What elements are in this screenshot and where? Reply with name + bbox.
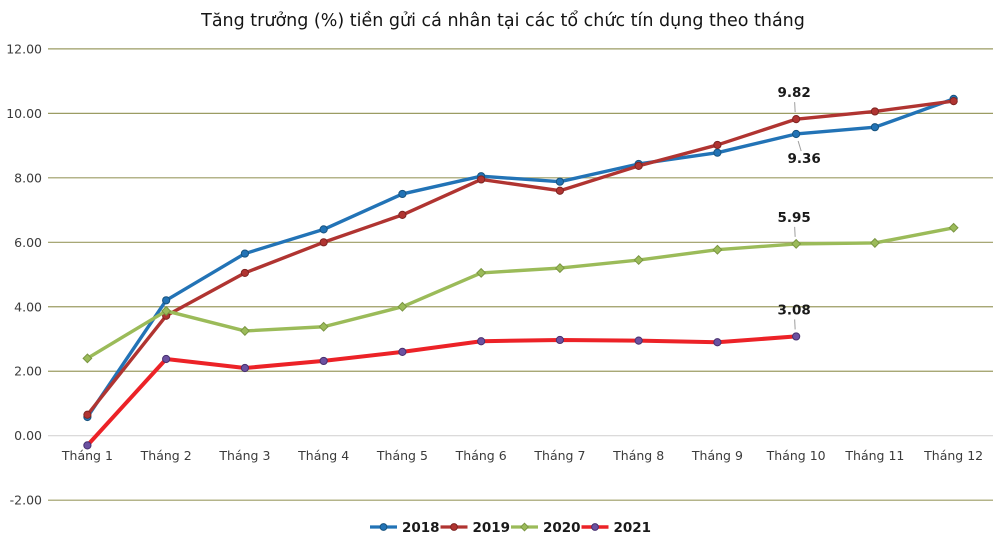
data-point-2020 [82,353,93,364]
legend-item-2019: 2019 [440,520,511,536]
data-point-2019 [398,210,407,219]
y-axis-tick-label: 12.00 [6,41,42,56]
data-point-2019 [83,410,92,419]
legend-item-2021: 2021 [581,520,652,536]
data-point-2020 [239,325,250,336]
series-2021 [83,332,801,450]
y-axis-tick-label: 4.00 [14,299,42,314]
data-point-2020 [397,301,408,312]
data-point-2021 [634,336,643,345]
x-axis-tick-label: Tháng 11 [844,448,904,463]
data-point-2019 [240,268,249,278]
data-point-2018 [319,225,328,234]
data-label-2018: 9.36 [787,151,820,167]
data-label-2020: 5.95 [777,210,810,226]
data-point-2018 [555,177,565,186]
data-point-2020 [791,238,802,249]
series-line-2021 [85,334,799,448]
data-point-2020 [633,255,644,266]
x-axis-tick-label: Tháng 2 [140,448,192,463]
data-point-2020 [948,222,959,233]
legend-item-2018: 2018 [370,520,440,536]
data-point-2018 [792,129,801,139]
data-point-2018 [713,148,722,157]
series-2019 [83,97,958,419]
data-point-2020 [712,244,723,255]
data-point-2021 [398,347,407,356]
data-label-2021: 3.08 [777,302,810,318]
series-lines [82,94,959,450]
data-label-leader [797,140,802,152]
chart-title: Tăng trưởng (%) tiền gửi cá nhân tại các… [200,10,805,31]
data-point-2019 [713,140,722,150]
data-point-2021 [555,335,565,345]
series-2018 [83,94,958,422]
data-label-leader [794,102,796,113]
data-label-leader [794,226,796,237]
y-axis-tick-label: 6.00 [14,235,42,250]
x-axis-tick-label: Tháng 8 [612,448,664,463]
legend-label-2020: 2020 [543,520,581,536]
data-point-2021 [162,354,171,364]
x-axis-tick-label: Tháng 9 [691,448,743,463]
series-line-2019 [85,99,956,417]
data-point-2021 [83,441,92,450]
x-axis-tick-label: Tháng 12 [923,448,983,463]
legend-swatch-marker [519,522,530,532]
gridlines [48,48,993,501]
y-axis-tick-label: 10.00 [6,106,42,121]
data-point-2020 [318,321,329,332]
data-point-2020 [476,267,487,278]
legend-swatch-marker [591,523,599,531]
data-point-2021 [713,338,722,347]
data-point-2019 [319,238,328,247]
data-labels: 9.82 9.36 5.95 3.08 [777,85,821,330]
data-point-2021 [792,332,801,341]
data-point-2018 [870,123,880,132]
legend-item-2020: 2020 [511,520,581,536]
data-point-2021 [240,363,249,373]
data-point-2020 [161,305,172,316]
data-point-2019 [555,186,565,195]
data-point-2020 [554,263,565,274]
data-point-2019 [477,175,486,184]
data-point-2021 [319,356,328,366]
legend-swatch-marker [379,523,388,531]
y-axis-tick-label: 0.00 [14,428,42,443]
x-axis-tick-label: Tháng 3 [218,448,270,463]
y-axis-tick-label: 8.00 [14,170,42,185]
x-axis-tick-label: Tháng 7 [533,448,585,463]
legend-label-2019: 2019 [473,520,511,536]
x-axis-tick-label: Tháng 4 [297,448,349,463]
data-point-2019 [634,161,643,170]
y-axis-tick-label: -2.00 [10,493,42,508]
data-label-leader [794,319,796,330]
series-2020 [82,222,959,364]
data-point-2018 [398,189,407,199]
series-line-2020 [85,226,956,361]
legend: 2018 2019 2020 2021 [370,520,651,536]
data-point-2019 [870,107,880,116]
x-axis-tick-label: Tháng 10 [766,448,826,463]
y-axis-tick-label: 2.00 [14,364,42,379]
data-point-2018 [240,249,249,258]
legend-swatch-marker [450,523,458,531]
data-point-2021 [477,337,486,346]
x-axis-tick-label: Tháng 5 [376,448,428,463]
data-point-2020 [869,237,880,248]
y-axis-tick-labels: 12.00 10.00 8.00 6.00 4.00 2.00 0.00 -2.00 [6,41,42,507]
data-point-2019 [949,97,958,106]
data-point-2018 [162,296,171,305]
x-axis-tick-label: Tháng 6 [455,448,507,463]
legend-label-2018: 2018 [402,520,440,536]
data-point-2019 [792,115,801,124]
x-axis-tick-labels: Tháng 1 Tháng 2 Tháng 3 Tháng 4 Tháng 5 Tháng… [61,448,983,463]
x-axis-tick-label: Tháng 1 [61,448,113,463]
legend-label-2021: 2021 [614,520,652,536]
data-label-2019: 9.82 [777,85,810,101]
series-line-2018 [85,97,956,419]
